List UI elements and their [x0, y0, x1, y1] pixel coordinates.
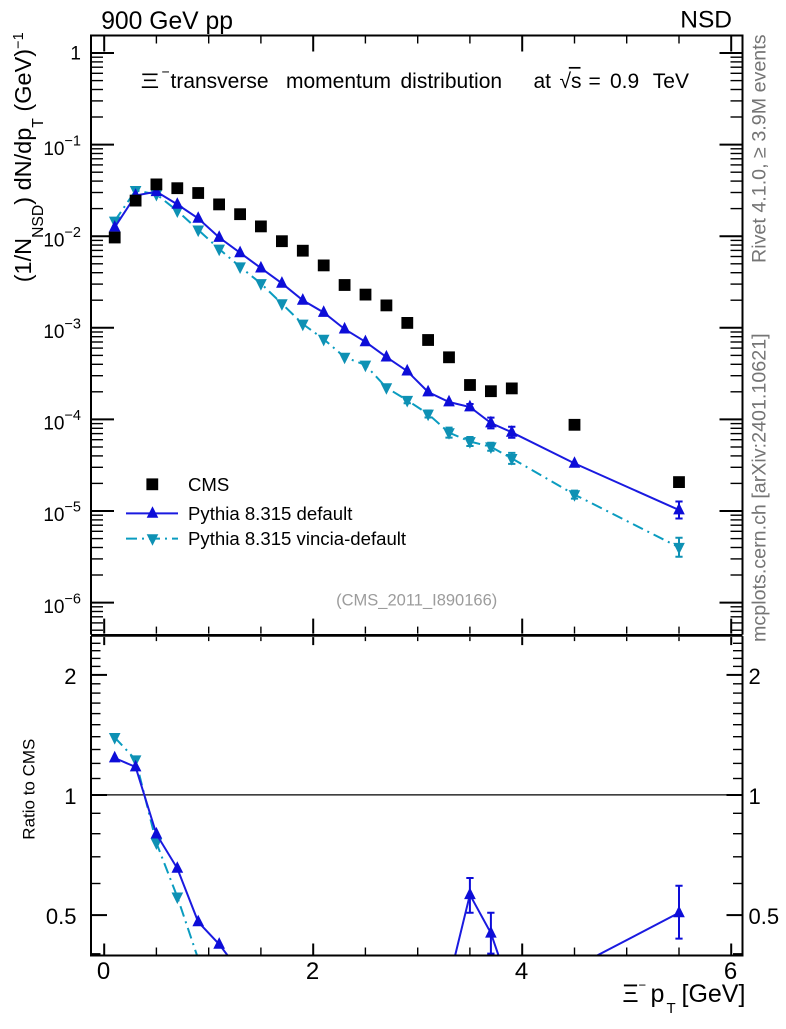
svg-text:1: 1 — [70, 43, 81, 64]
svg-text:CMS: CMS — [188, 474, 229, 495]
svg-text:(CMS_2011_I890166): (CMS_2011_I890166) — [336, 592, 497, 610]
svg-text:0.5: 0.5 — [749, 904, 780, 929]
svg-text:mcplots.cern.ch [arXiv:2401.10: mcplots.cern.ch [arXiv:2401.10621] — [749, 333, 771, 642]
svg-text:10−3: 10−3 — [43, 317, 81, 344]
svg-text:0: 0 — [97, 958, 110, 985]
svg-text:1: 1 — [64, 784, 76, 809]
svg-text:2: 2 — [64, 664, 76, 689]
svg-text:1: 1 — [749, 784, 761, 809]
svg-text:900 GeV pp: 900 GeV pp — [101, 8, 233, 35]
svg-text:distribution: distribution — [401, 70, 503, 93]
svg-text:−: − — [639, 978, 647, 993]
svg-text:0.9: 0.9 — [610, 70, 639, 93]
svg-text:[GeV]: [GeV] — [682, 980, 746, 1008]
svg-text:=: = — [589, 70, 601, 93]
svg-text:−: − — [162, 64, 170, 80]
svg-text:Ξ: Ξ — [141, 70, 160, 93]
svg-text:2: 2 — [749, 664, 761, 689]
svg-text:Pythia 8.315 default: Pythia 8.315 default — [188, 503, 353, 524]
svg-text:at: at — [534, 70, 552, 93]
svg-text:Rivet 4.1.0, ≥ 3.9M events: Rivet 4.1.0, ≥ 3.9M events — [749, 34, 771, 263]
svg-text:transverse: transverse — [171, 70, 269, 93]
svg-text:NSD: NSD — [680, 7, 732, 34]
svg-text:0.5: 0.5 — [46, 904, 77, 929]
svg-text:2: 2 — [306, 958, 319, 985]
svg-text:T: T — [667, 1000, 676, 1017]
svg-text:TeV: TeV — [653, 70, 689, 93]
svg-text:Ξ: Ξ — [622, 980, 638, 1008]
svg-text:Ratio to CMS: Ratio to CMS — [20, 739, 39, 840]
svg-text:Pythia 8.315 vincia-default: Pythia 8.315 vincia-default — [188, 528, 407, 549]
svg-text:6: 6 — [724, 958, 737, 985]
svg-text:momentum: momentum — [286, 70, 391, 93]
svg-text:√s: √s — [560, 70, 582, 93]
svg-text:4: 4 — [515, 958, 528, 985]
svg-text:p: p — [651, 980, 665, 1008]
